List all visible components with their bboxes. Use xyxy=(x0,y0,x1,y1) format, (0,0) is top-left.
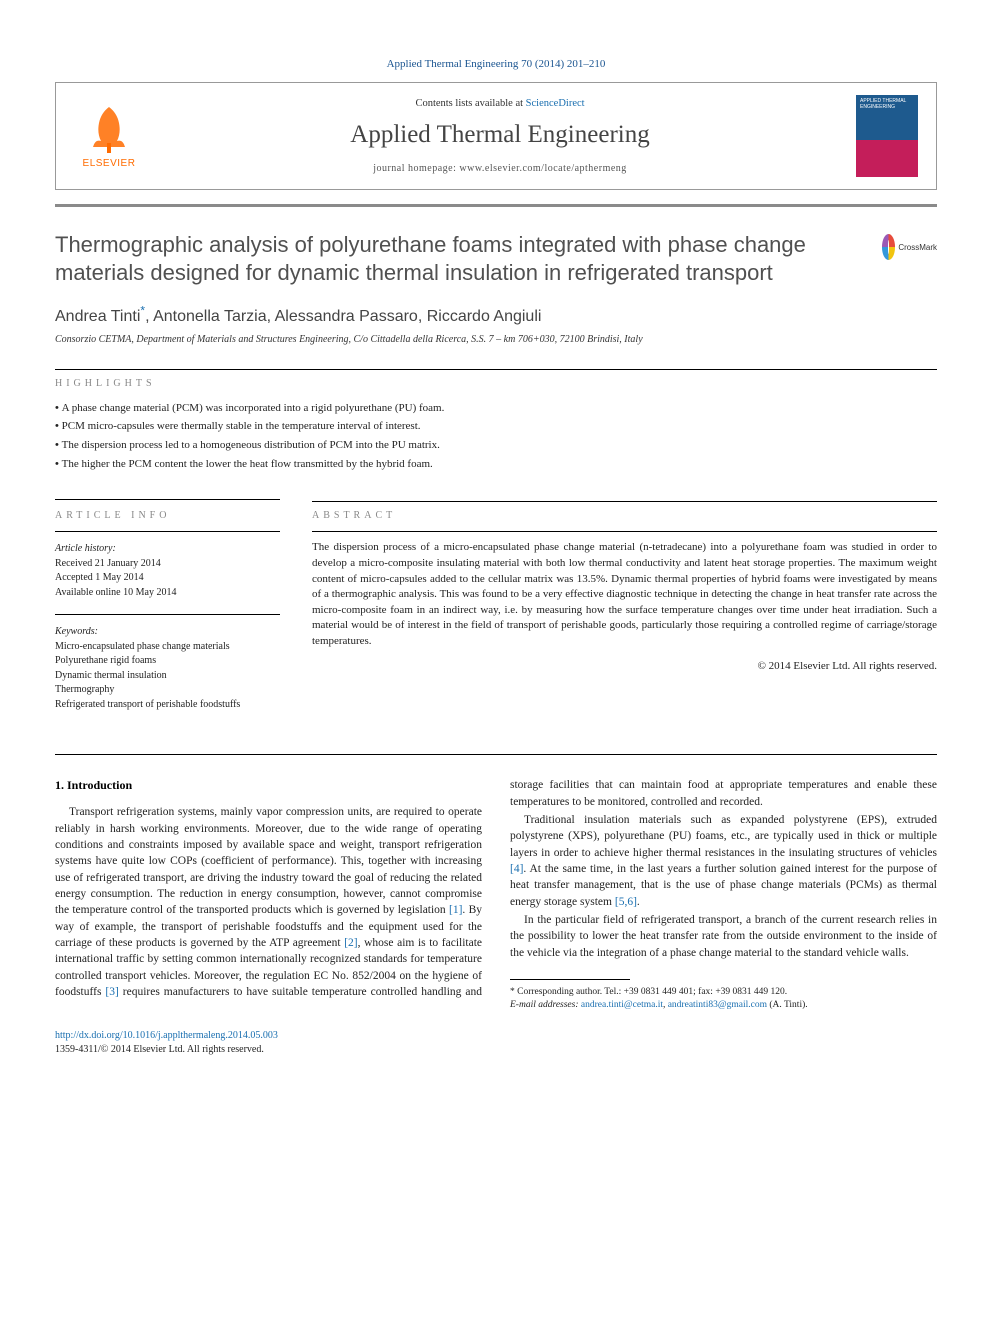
corresponding-footnote: * Corresponding author. Tel.: +39 0831 4… xyxy=(510,986,937,1013)
homepage-prefix: journal homepage: xyxy=(373,163,459,174)
divider xyxy=(55,531,280,532)
elsevier-logo[interactable]: ELSEVIER xyxy=(74,96,144,176)
divider xyxy=(55,369,937,370)
ref-link[interactable]: [2] xyxy=(344,937,357,949)
text-run: Transport refrigeration systems, mainly … xyxy=(55,806,482,916)
received-date: Received 21 January 2014 xyxy=(55,557,280,572)
body-paragraph: Traditional insulation materials such as… xyxy=(510,812,937,910)
header-divider xyxy=(55,204,937,207)
highlight-item: The higher the PCM content the lower the… xyxy=(55,455,937,474)
highlight-item: PCM micro-capsules were thermally stable… xyxy=(55,417,937,436)
article-footer: http://dx.doi.org/10.1016/j.applthermale… xyxy=(55,1029,937,1057)
issn-copyright: 1359-4311/© 2014 Elsevier Ltd. All right… xyxy=(55,1044,264,1055)
divider xyxy=(55,614,280,615)
journal-homepage: journal homepage: www.elsevier.com/locat… xyxy=(144,163,856,174)
ref-link[interactable]: [4] xyxy=(510,863,523,875)
sciencedirect-link[interactable]: ScienceDirect xyxy=(526,98,585,109)
keyword: Thermography xyxy=(55,683,280,698)
intro-heading: 1. Introduction xyxy=(55,777,482,794)
cover-label: APPLIED THERMAL ENGINEERING xyxy=(860,99,914,110)
ref-link[interactable]: [3] xyxy=(105,986,118,998)
elsevier-tree-icon xyxy=(87,103,132,155)
divider xyxy=(55,499,280,500)
contents-available: Contents lists available at ScienceDirec… xyxy=(144,98,856,109)
journal-name: Applied Thermal Engineering xyxy=(144,121,856,149)
keywords-label: Keywords: xyxy=(55,625,280,640)
abstract-label: ABSTRACT xyxy=(312,510,937,521)
doi-link[interactable]: http://dx.doi.org/10.1016/j.applthermale… xyxy=(55,1030,278,1041)
divider xyxy=(312,531,937,532)
text-run: (A. Tinti). xyxy=(767,1000,808,1010)
email-link[interactable]: andrea.tinti@cetma.it xyxy=(581,1000,663,1010)
divider xyxy=(312,501,937,502)
crossmark-badge[interactable]: CrossMark xyxy=(882,231,937,263)
keyword: Polyurethane rigid foams xyxy=(55,654,280,669)
elsevier-label: ELSEVIER xyxy=(83,158,136,169)
divider xyxy=(55,754,937,755)
footnote-divider xyxy=(510,979,630,980)
ref-link[interactable]: [5,6] xyxy=(615,896,637,908)
corr-author-contact: * Corresponding author. Tel.: +39 0831 4… xyxy=(510,986,937,999)
keyword: Dynamic thermal insulation xyxy=(55,669,280,684)
affiliation: Consorzio CETMA, Department of Materials… xyxy=(55,334,937,345)
corresponding-star: * xyxy=(140,303,145,317)
crossmark-label: CrossMark xyxy=(898,243,937,252)
homepage-url[interactable]: www.elsevier.com/locate/apthermeng xyxy=(459,163,626,174)
citation: Applied Thermal Engineering 70 (2014) 20… xyxy=(55,50,937,82)
journal-header: ELSEVIER Contents lists available at Sci… xyxy=(55,82,937,190)
accepted-date: Accepted 1 May 2014 xyxy=(55,571,280,586)
article-info-label: ARTICLE INFO xyxy=(55,510,280,521)
keyword: Refrigerated transport of perishable foo… xyxy=(55,698,280,713)
abstract-text: The dispersion process of a micro-encaps… xyxy=(312,540,937,649)
email-label: E-mail addresses: xyxy=(510,1000,581,1010)
highlights-label: HIGHLIGHTS xyxy=(55,378,937,389)
text-run: . At the same time, in the last years a … xyxy=(510,863,937,908)
article-title: Thermographic analysis of polyurethane f… xyxy=(55,231,882,287)
abstract-copyright: © 2014 Elsevier Ltd. All rights reserved… xyxy=(312,660,937,672)
online-date: Available online 10 May 2014 xyxy=(55,586,280,601)
history-label: Article history: xyxy=(55,542,280,557)
crossmark-icon xyxy=(882,234,895,260)
author-list: Andrea Tinti*, Antonella Tarzia, Alessan… xyxy=(55,308,541,325)
body-paragraph: In the particular field of refrigerated … xyxy=(510,912,937,961)
article-history: Article history: Received 21 January 201… xyxy=(55,542,280,600)
authors: Andrea Tinti*, Antonella Tarzia, Alessan… xyxy=(55,303,937,325)
text-run: . xyxy=(637,896,640,908)
keyword: Micro-encapsulated phase change material… xyxy=(55,640,280,655)
ref-link[interactable]: [1] xyxy=(449,904,462,916)
highlight-item: The dispersion process led to a homogene… xyxy=(55,436,937,455)
journal-cover-thumbnail[interactable]: APPLIED THERMAL ENGINEERING xyxy=(856,95,918,177)
contents-prefix: Contents lists available at xyxy=(415,98,525,109)
article-body: 1. Introduction Transport refrigeration … xyxy=(55,777,937,1012)
keywords-block: Keywords: Micro-encapsulated phase chang… xyxy=(55,625,280,712)
highlights-list: A phase change material (PCM) was incorp… xyxy=(55,399,937,474)
text-run: Traditional insulation materials such as… xyxy=(510,814,937,859)
highlight-item: A phase change material (PCM) was incorp… xyxy=(55,399,937,418)
email-link[interactable]: andreatinti83@gmail.com xyxy=(668,1000,767,1010)
